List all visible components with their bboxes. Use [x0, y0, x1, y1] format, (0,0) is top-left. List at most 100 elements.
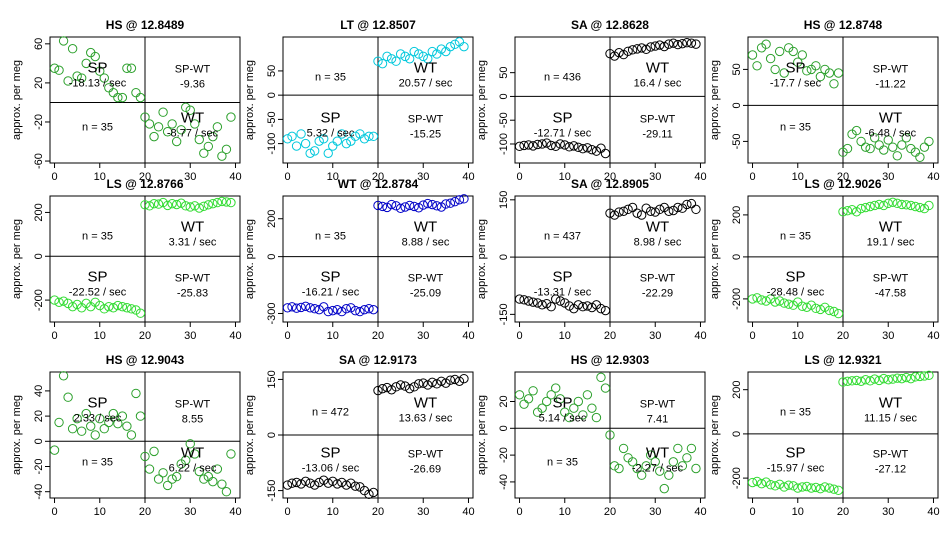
data-point	[441, 199, 451, 209]
data-point	[226, 197, 236, 208]
x-tick-label: 0	[749, 330, 755, 342]
y-tick-label: -50	[498, 112, 510, 128]
data-point	[614, 207, 624, 217]
data-point	[350, 305, 361, 316]
data-point	[208, 476, 218, 487]
x-tick-label: 10	[94, 330, 106, 342]
data-point	[300, 476, 311, 487]
data-point	[126, 430, 137, 440]
data-point	[72, 413, 82, 424]
data-point	[391, 382, 401, 392]
data-point	[432, 201, 442, 211]
wt-label: WT	[181, 445, 204, 462]
data-point	[212, 197, 223, 208]
data-point	[910, 201, 921, 212]
data-point	[185, 202, 195, 212]
n-count: n = 35	[315, 230, 346, 242]
data-point	[888, 374, 898, 384]
plot-title: LS @ 12.8766	[106, 177, 183, 191]
sp-rate: -28.48 / sec	[767, 287, 825, 299]
x-tick-label: 40	[462, 506, 474, 518]
data-point	[636, 43, 647, 53]
data-point	[167, 474, 177, 484]
y-tick-label: -200	[731, 467, 743, 489]
data-point	[176, 198, 186, 208]
data-point	[865, 376, 875, 386]
data-point	[368, 131, 379, 142]
n-count: n = 472	[312, 406, 349, 418]
data-point	[423, 380, 433, 390]
data-point	[108, 87, 119, 98]
data-point	[291, 303, 302, 313]
data-point	[797, 50, 807, 60]
sp-rate: -15.97 / sec	[767, 463, 825, 475]
y-tick-label: -300	[266, 302, 278, 324]
data-point	[153, 474, 164, 484]
x-tick-label: 30	[417, 330, 429, 342]
x-tick-label: 10	[327, 171, 339, 183]
data-point	[217, 151, 227, 161]
data-point	[404, 383, 415, 394]
data-point	[865, 201, 875, 212]
data-point	[915, 371, 925, 382]
data-point	[99, 304, 109, 314]
data-point	[86, 421, 96, 431]
data-point	[677, 461, 688, 471]
x-tick-label: 40	[229, 506, 241, 518]
data-point	[445, 41, 456, 52]
data-point	[747, 50, 758, 60]
y-tick-label: 20	[33, 410, 45, 422]
x-tick-label: 10	[559, 506, 571, 518]
data-point	[686, 198, 697, 209]
data-point	[591, 146, 602, 156]
x-tick-label: 20	[372, 171, 384, 183]
data-point	[883, 375, 893, 385]
data-point	[811, 303, 821, 314]
data-point	[869, 374, 880, 384]
data-point	[418, 378, 428, 388]
data-point	[171, 199, 182, 210]
data-point	[906, 200, 916, 211]
data-point	[341, 480, 352, 490]
data-point	[162, 127, 173, 137]
data-point	[555, 394, 565, 404]
sp-rate: 2.33 / sec	[74, 412, 122, 424]
data-point	[226, 112, 236, 122]
data-point	[63, 76, 73, 86]
x-tick-label: 10	[792, 506, 804, 518]
data-point	[847, 204, 857, 215]
data-point	[797, 482, 807, 492]
data-point	[176, 125, 186, 135]
data-point	[122, 63, 132, 73]
data-point	[523, 296, 534, 306]
data-point	[869, 200, 880, 211]
n-count: n = 35	[82, 230, 113, 242]
data-point	[81, 408, 91, 419]
y-tick-label: 200	[33, 203, 45, 221]
data-point	[54, 417, 64, 428]
data-point	[194, 466, 204, 477]
data-point	[208, 131, 218, 142]
x-tick-label: 0	[51, 330, 57, 342]
x-tick-label: 10	[559, 330, 571, 342]
data-point	[81, 58, 91, 69]
data-point	[95, 66, 105, 76]
y-axis-label: approx. per meg	[244, 219, 256, 299]
panel-10: SA @ 12.9173 approx. per meg 150 0 -150 0 10 20…	[244, 353, 475, 518]
sp-wt-value: -27.12	[875, 464, 906, 476]
sp-rate: -18.13 / sec	[69, 77, 127, 89]
data-point	[436, 376, 447, 386]
data-point	[373, 200, 383, 211]
data-point	[623, 204, 633, 215]
data-point	[541, 138, 552, 148]
data-point	[194, 134, 204, 145]
data-point	[551, 294, 561, 304]
data-point	[682, 38, 692, 48]
data-point	[418, 51, 428, 62]
data-point	[596, 303, 606, 314]
data-point	[221, 487, 232, 497]
wt-rate: 20.57 / sec	[399, 77, 453, 89]
data-point	[181, 455, 191, 465]
data-point	[117, 411, 128, 421]
data-point	[190, 449, 200, 459]
